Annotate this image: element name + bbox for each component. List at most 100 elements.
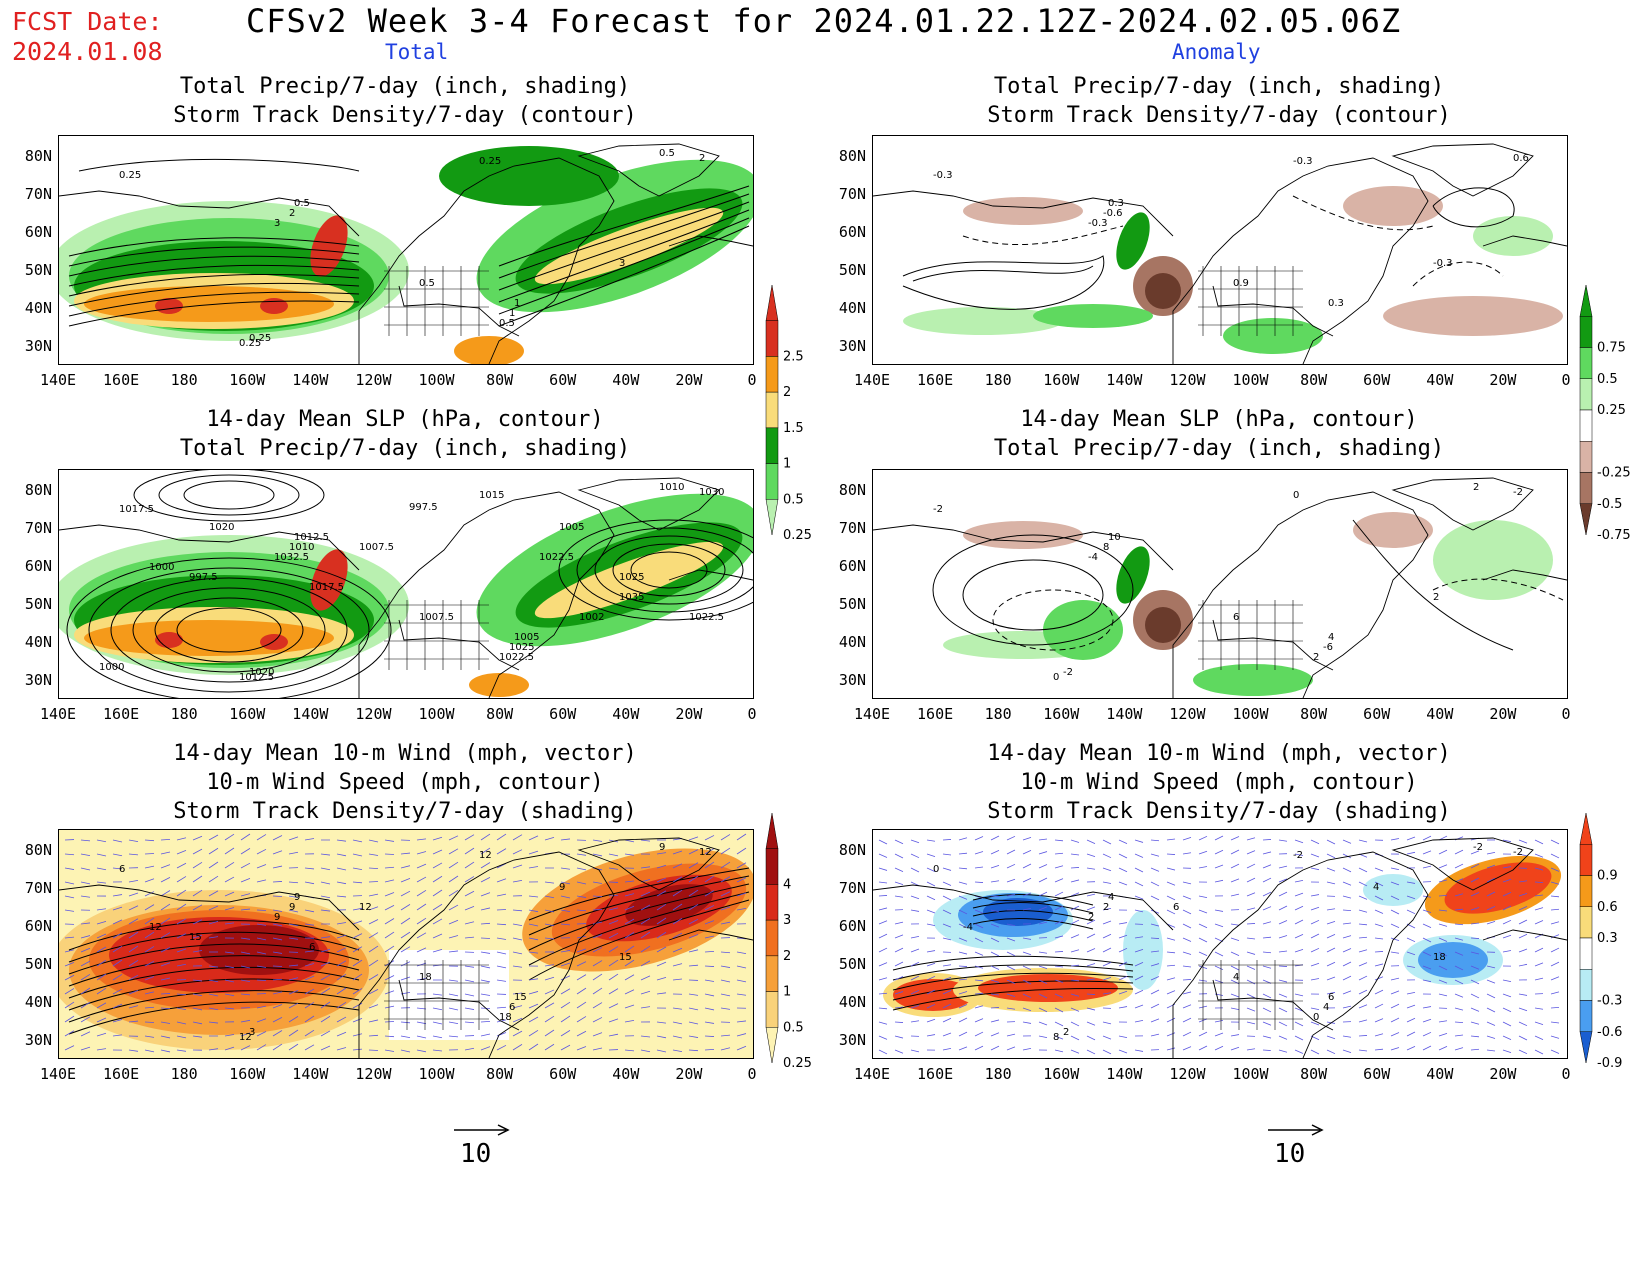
wind-vector (688, 1049, 699, 1052)
wind-vector (336, 960, 347, 967)
wind-vector (384, 892, 395, 897)
lon-tick-label: 0 (747, 705, 757, 723)
lon-tick-label: 160W (229, 1065, 266, 1083)
wind-vector (1470, 907, 1480, 911)
lon-tick-label: 100W (1232, 1065, 1269, 1083)
contour-label: 2 (1313, 652, 1319, 663)
wind-vector (496, 965, 507, 969)
wind-vector (736, 847, 747, 855)
vector-reference-total: 10 (452, 1122, 512, 1169)
wind-vector (176, 837, 187, 841)
wind-vector (256, 951, 267, 955)
wind-vector (1374, 963, 1384, 967)
wind-vector (496, 893, 507, 897)
wind-vector (942, 1003, 952, 1009)
colorbar-swatch (1579, 969, 1593, 1001)
contour-label: 4 (1323, 1002, 1329, 1013)
wind-vector (576, 895, 587, 898)
lon-tick-label: 160E (917, 371, 954, 389)
contour-line (68, 990, 360, 1023)
lon-tick-label: 140E (853, 371, 891, 389)
wind-vector (1374, 1033, 1384, 1037)
wind-vector (704, 1048, 715, 1051)
wind-vector (1070, 964, 1080, 967)
wind-vector (1310, 839, 1320, 845)
wind-vector (1022, 1047, 1032, 1051)
wind-vector (942, 1032, 952, 1037)
lon-tick-label: 120W (1169, 705, 1206, 723)
lon-tick-label: 180 (984, 371, 1012, 389)
wind-vector (1118, 1035, 1128, 1039)
map-slp-total: 1017.5 1015 1012.5 1010 1007.5 1005 1035 1030 10… (58, 469, 754, 699)
wind-vector (1054, 865, 1064, 869)
wind-vector (1182, 937, 1192, 942)
wind-vector (688, 964, 699, 967)
wind-vector (96, 867, 107, 871)
wind-vector (112, 973, 123, 981)
wind-vector (480, 907, 491, 911)
wind-vector (1310, 1021, 1320, 1026)
wind-vector (256, 979, 267, 982)
wind-vector (288, 937, 299, 940)
contour-label: -0.3 (1433, 258, 1453, 269)
contour-line (892, 987, 1134, 1011)
wind-vector (144, 1049, 155, 1053)
wind-vector (400, 877, 411, 883)
wind-vector (1262, 993, 1272, 999)
wind-vector (336, 1031, 347, 1037)
wind-vector (974, 1031, 984, 1037)
wind-vector (176, 918, 187, 925)
wind-vector (1198, 835, 1208, 841)
wind-vector (1118, 961, 1128, 967)
colorbar-label: 1 (783, 457, 791, 472)
coastline (358, 851, 615, 1058)
wind-vector (192, 861, 203, 869)
contour-line (972, 910, 1094, 922)
wind-vector (942, 1017, 952, 1023)
wind-vector (1022, 850, 1032, 855)
wind-vector (592, 853, 603, 857)
wind-vector (416, 1049, 427, 1053)
lon-tick-label: 20W (675, 705, 703, 723)
wind-vector (240, 951, 251, 955)
wind-vector (1230, 863, 1240, 869)
wind-vector (128, 989, 139, 995)
contour-label: 2 (1433, 592, 1439, 603)
wind-vector (1486, 965, 1496, 969)
contour-line (528, 891, 750, 966)
lat-tick-label: 30N (24, 337, 52, 355)
wind-vector (64, 1015, 75, 1023)
wind-vector (1182, 895, 1192, 900)
wind-vector (416, 1007, 427, 1010)
wind-vector (1486, 1035, 1496, 1039)
lon-tick-label: 20W (1489, 371, 1517, 389)
wind-vector (1006, 878, 1016, 883)
wind-vector (64, 1001, 75, 1009)
wind-vector (160, 1007, 171, 1010)
wind-vector (240, 1019, 251, 1023)
wind-vector (464, 921, 475, 925)
colorbar-label: 0.25 (783, 1056, 812, 1071)
wind-vector (192, 919, 203, 925)
wind-vector (336, 1001, 347, 1009)
contour-label: 3 (619, 258, 625, 269)
contour-line (528, 899, 750, 981)
wind-vector (464, 979, 475, 983)
wind-vector (878, 1021, 888, 1025)
wind-vector (1070, 905, 1080, 911)
wind-vector (704, 935, 715, 939)
wind-vector (942, 990, 952, 995)
wind-vector (910, 909, 920, 912)
colorbar-precip-anomaly: 0.75 0.5 0.25 -0.25 -0.5 -0.75 (1577, 275, 1649, 555)
wind-vector (1006, 849, 1016, 855)
contour-line (68, 273, 360, 297)
wind-vector (1438, 909, 1448, 912)
panel-title-line: 10-m Wind Speed (mph, contour) (206, 770, 604, 795)
contour-label: 997.5 (409, 502, 438, 513)
wind-vector (560, 1001, 571, 1009)
wind-vector (894, 895, 904, 898)
wind-vector (1006, 979, 1016, 984)
wind-vector (1102, 881, 1112, 884)
wind-vector (96, 933, 107, 939)
wind-vector (958, 895, 968, 900)
